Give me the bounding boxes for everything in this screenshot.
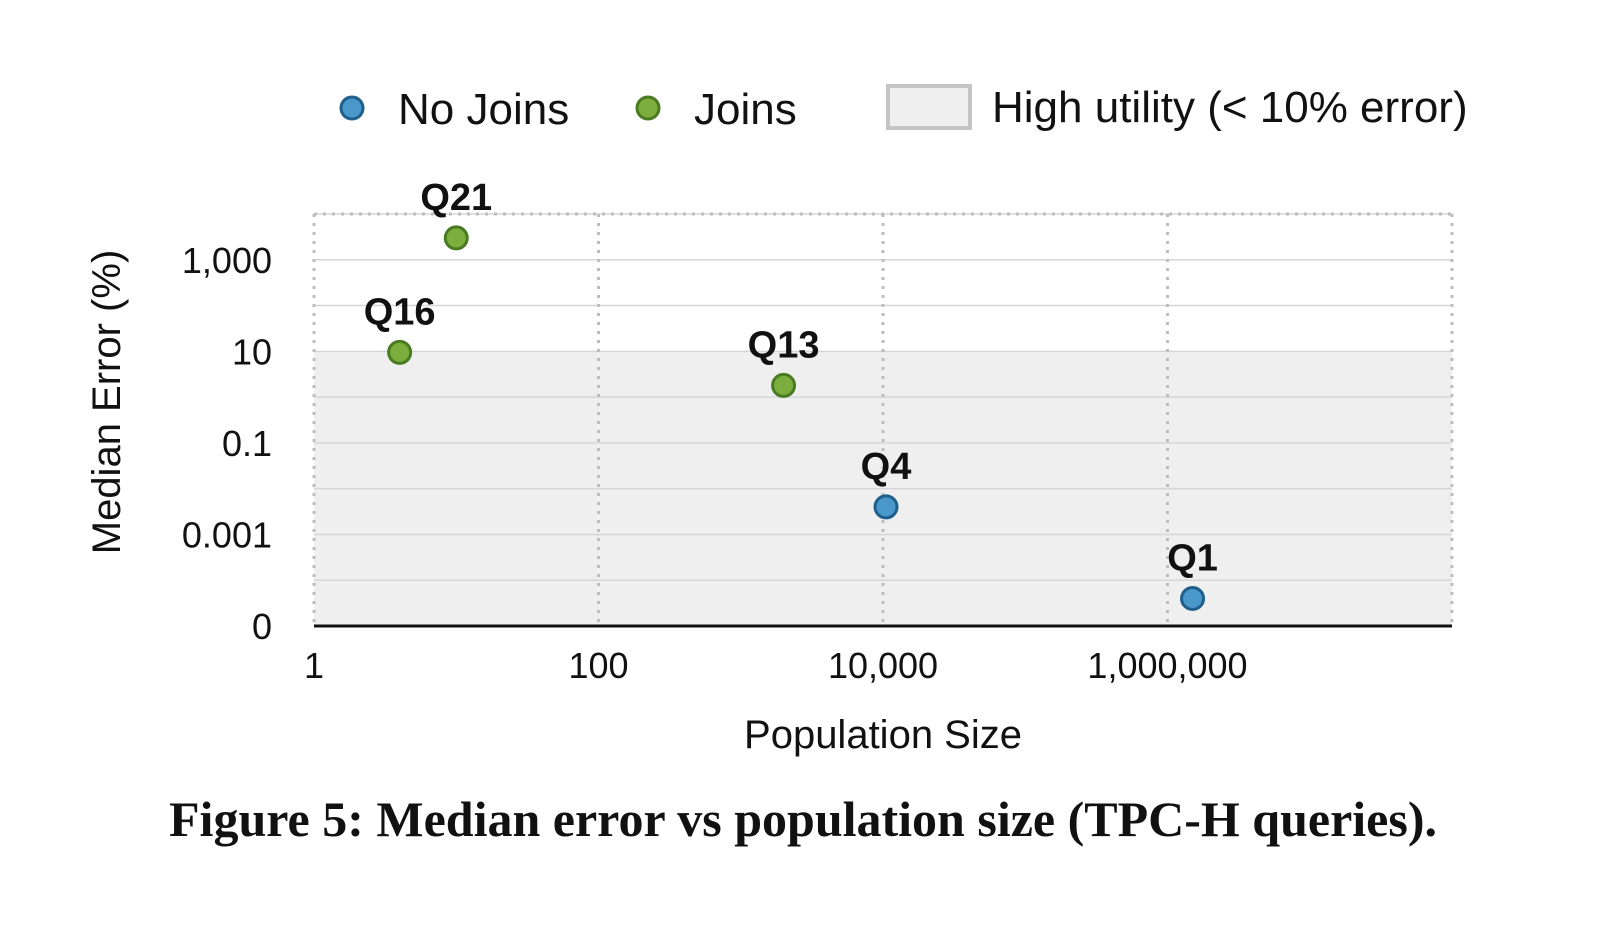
- x-axis-title: Population Size: [744, 713, 1022, 757]
- legend-high-utility-label: High utility (< 10% error): [992, 83, 1468, 132]
- legend-no-joins-marker: [339, 95, 365, 121]
- data-point-q21: [443, 225, 469, 251]
- data-points: Q1 Q4 Q16 Q21 Q13: [364, 177, 1218, 611]
- y-tick-label: 0: [252, 606, 272, 647]
- legend: No Joins Joins High utility (< 10% error…: [339, 83, 1468, 134]
- grid: [312, 212, 1454, 626]
- y-tick-label: 10: [232, 331, 272, 372]
- data-point-q13: [771, 372, 797, 398]
- data-point-q1: [1180, 585, 1206, 611]
- point-label-q13: Q13: [748, 324, 820, 366]
- data-point-q16: [387, 339, 413, 365]
- point-label-q16: Q16: [364, 291, 436, 333]
- y-tick-label: 0.001: [182, 514, 272, 555]
- data-point-q4: [873, 494, 899, 520]
- y-tick-label: 0.1: [222, 423, 272, 464]
- figure-caption: Figure 5: Median error vs population siz…: [169, 791, 1437, 847]
- legend-joins-marker: [635, 95, 661, 121]
- x-tick-label: 1: [304, 645, 324, 686]
- legend-joins-label: Joins: [694, 85, 797, 134]
- point-label-q4: Q4: [861, 446, 912, 488]
- point-label-q21: Q21: [420, 177, 492, 219]
- x-axis-ticks: 1 100 10,000 1,000,000: [304, 645, 1248, 686]
- x-tick-label: 100: [568, 645, 628, 686]
- y-axis-ticks: 0 0.001 0.1 10 1,000: [182, 240, 272, 647]
- point-label-q1: Q1: [1167, 537, 1218, 579]
- x-tick-label: 10,000: [828, 645, 938, 686]
- x-tick-label: 1,000,000: [1087, 645, 1247, 686]
- y-axis-title: Median Error (%): [85, 250, 129, 555]
- legend-high-utility-swatch: [886, 84, 972, 130]
- legend-no-joins-label: No Joins: [398, 85, 569, 134]
- y-tick-label: 1,000: [182, 240, 272, 281]
